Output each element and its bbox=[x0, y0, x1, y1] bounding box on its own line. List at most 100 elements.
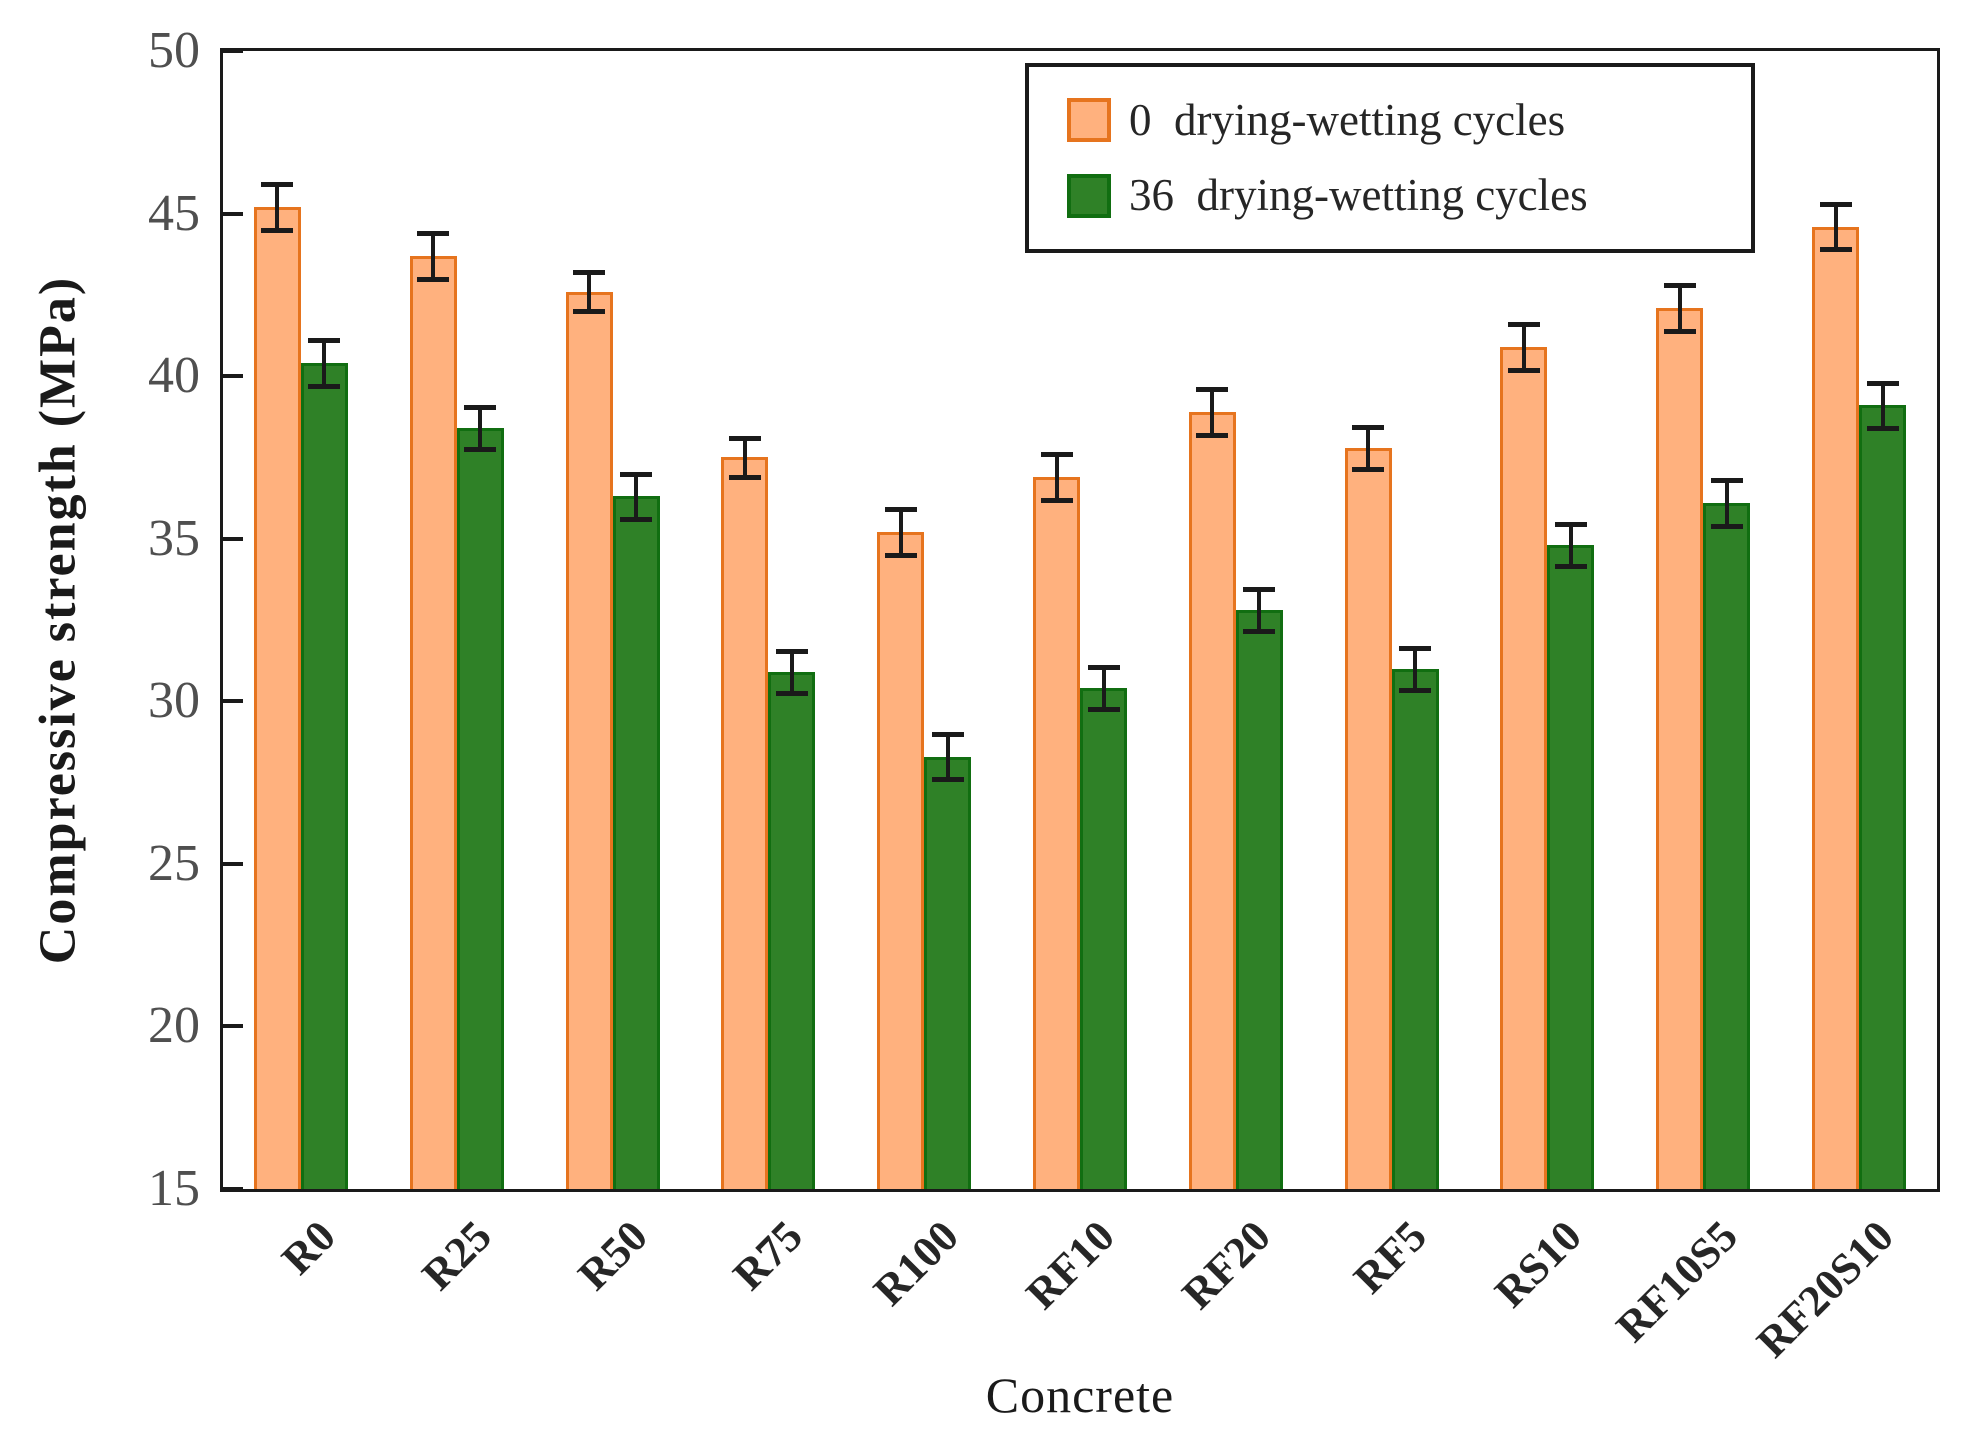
y-tick-mark bbox=[223, 861, 243, 866]
bar-R75-36cycles bbox=[768, 672, 816, 1189]
bar-R50-0cycles bbox=[565, 291, 613, 1189]
error-bar-cap-bottom bbox=[1243, 629, 1276, 635]
error-bar-line bbox=[322, 340, 327, 386]
error-bar-line bbox=[898, 509, 903, 555]
error-bar-cap-bottom bbox=[1196, 432, 1229, 438]
error-bar-cap-bottom bbox=[728, 474, 761, 480]
error-bar-cap-bottom bbox=[1399, 687, 1432, 693]
y-tick-mark bbox=[223, 536, 243, 541]
bar-RF20S10-0cycles bbox=[1812, 226, 1860, 1189]
error-bar-cap-top bbox=[308, 338, 341, 344]
error-bar-cap-bottom bbox=[261, 227, 294, 233]
error-bar-line bbox=[1833, 203, 1838, 250]
y-tick-mark bbox=[223, 374, 243, 379]
legend-item-0-cycles: 0 drying-wetting cycles bbox=[1067, 94, 1751, 145]
legend-label-36-cycles: 36 drying-wetting cycles bbox=[1129, 170, 1588, 221]
bar-R50-36cycles bbox=[612, 496, 660, 1189]
legend-label-0-cycles: 0 drying-wetting cycles bbox=[1129, 94, 1566, 145]
y-tick-label: 45 bbox=[148, 184, 200, 242]
error-bar-cap-bottom bbox=[1352, 466, 1385, 472]
y-tick-label: 50 bbox=[148, 22, 200, 79]
error-bar-cap-top bbox=[261, 182, 294, 188]
error-bar-line bbox=[1054, 454, 1059, 500]
error-bar-cap-top bbox=[1507, 322, 1540, 328]
error-bar-cap-top bbox=[1710, 478, 1743, 484]
y-tick-label: 40 bbox=[148, 347, 200, 405]
legend: 0 drying-wetting cycles 36 drying-wettin… bbox=[1025, 63, 1755, 253]
y-tick-mark bbox=[223, 699, 243, 704]
error-bar-line bbox=[1880, 382, 1885, 429]
y-tick-mark bbox=[223, 1024, 243, 1029]
error-bar-line bbox=[1724, 480, 1729, 526]
y-tick-label: 20 bbox=[148, 997, 200, 1055]
error-bar-line bbox=[1257, 589, 1262, 632]
error-bar-cap-bottom bbox=[620, 517, 653, 523]
error-bar-line bbox=[1101, 667, 1106, 710]
error-bar-line bbox=[1366, 426, 1371, 469]
error-bar-line bbox=[275, 184, 280, 230]
error-bar-cap-top bbox=[1243, 587, 1276, 593]
error-bar-cap-top bbox=[573, 270, 606, 276]
x-axis-title: Concrete bbox=[985, 1367, 1175, 1423]
error-bar-line bbox=[431, 233, 436, 279]
error-bar-cap-top bbox=[775, 648, 808, 654]
error-bar-cap-bottom bbox=[1663, 328, 1696, 334]
error-bar-line bbox=[1413, 647, 1418, 690]
bar-R25-36cycles bbox=[456, 428, 504, 1189]
bar-RF5-36cycles bbox=[1391, 668, 1439, 1189]
bar-RS10-36cycles bbox=[1547, 545, 1595, 1189]
error-bar-line bbox=[1210, 389, 1215, 435]
bar-R0-36cycles bbox=[300, 363, 348, 1189]
bar-RF10-36cycles bbox=[1080, 688, 1127, 1189]
y-tick-mark bbox=[223, 211, 243, 216]
error-bar-cap-bottom bbox=[931, 777, 964, 783]
error-bar-cap-bottom bbox=[1087, 707, 1120, 713]
error-bar-cap-bottom bbox=[1819, 247, 1852, 253]
y-tick-label: 15 bbox=[148, 1160, 200, 1217]
error-bar-line bbox=[945, 733, 950, 780]
error-bar-cap-bottom bbox=[308, 383, 341, 389]
bar-RF5-0cycles bbox=[1344, 447, 1392, 1189]
error-bar-line bbox=[587, 272, 592, 312]
error-bar-cap-bottom bbox=[1866, 426, 1899, 432]
error-bar-cap-top bbox=[464, 405, 497, 411]
error-bar-line bbox=[1568, 524, 1573, 567]
bar-RF10-0cycles bbox=[1033, 476, 1080, 1189]
error-bar-line bbox=[478, 407, 483, 450]
error-bar-cap-top bbox=[1554, 522, 1587, 528]
bar-RF10S5-0cycles bbox=[1656, 307, 1704, 1189]
error-bar-cap-bottom bbox=[417, 276, 450, 282]
error-bar-cap-bottom bbox=[775, 691, 808, 697]
error-bar-cap-top bbox=[1352, 424, 1385, 430]
error-bar-cap-bottom bbox=[1554, 564, 1587, 570]
error-bar-line bbox=[742, 437, 747, 477]
error-bar-cap-top bbox=[1866, 380, 1899, 386]
error-bar-cap-bottom bbox=[884, 552, 917, 558]
bar-RF20S10-36cycles bbox=[1859, 405, 1907, 1189]
legend-swatch-36-cycles bbox=[1067, 173, 1111, 218]
bar-RF20-36cycles bbox=[1235, 610, 1283, 1189]
error-bar-line bbox=[1677, 285, 1682, 331]
legend-item-36-cycles: 36 drying-wetting cycles bbox=[1067, 173, 1751, 218]
bar-R0-0cycles bbox=[253, 207, 301, 1189]
error-bar-cap-top bbox=[1040, 452, 1073, 458]
error-bar-line bbox=[789, 650, 794, 694]
y-tick-label: 30 bbox=[148, 672, 200, 730]
error-bar-cap-top bbox=[620, 471, 653, 477]
error-bar-line bbox=[1521, 324, 1526, 370]
error-bar-cap-bottom bbox=[573, 309, 606, 315]
legend-swatch-0-cycles bbox=[1067, 98, 1111, 143]
bar-RS10-0cycles bbox=[1500, 346, 1548, 1189]
y-tick-mark bbox=[223, 49, 243, 53]
error-bar-cap-bottom bbox=[1507, 367, 1540, 373]
error-bar-cap-top bbox=[1663, 283, 1696, 289]
error-bar-cap-top bbox=[1399, 645, 1432, 651]
bar-R25-0cycles bbox=[409, 255, 457, 1189]
error-bar-cap-bottom bbox=[1040, 497, 1073, 503]
y-tick-label: 25 bbox=[148, 834, 200, 892]
error-bar-cap-top bbox=[728, 435, 761, 441]
error-bar-cap-bottom bbox=[464, 447, 497, 453]
error-bar-cap-top bbox=[1087, 665, 1120, 671]
error-bar-cap-top bbox=[884, 507, 917, 513]
